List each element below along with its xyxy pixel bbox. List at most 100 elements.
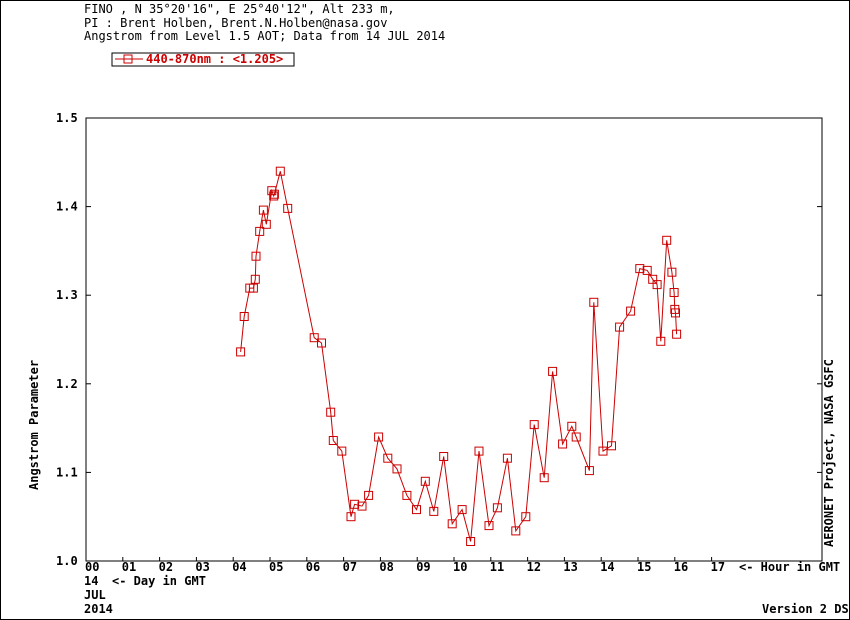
x-tick-label: 00 bbox=[85, 560, 99, 574]
data-point bbox=[615, 322, 625, 332]
y-axis-label: Angstrom Parameter bbox=[27, 360, 41, 490]
credit-label: AERONET Project, NASA GSFC bbox=[822, 359, 836, 547]
data-point bbox=[261, 219, 271, 229]
data-point bbox=[250, 274, 260, 284]
y-tick-label: 1.4 bbox=[56, 200, 78, 214]
data-point bbox=[364, 490, 374, 500]
data-point bbox=[626, 306, 636, 316]
x-tick-label: 11 bbox=[490, 560, 504, 574]
data-point bbox=[466, 537, 476, 546]
data-point bbox=[667, 267, 677, 277]
data-point bbox=[571, 432, 581, 442]
data-point bbox=[269, 191, 279, 201]
x-tick-label: 06 bbox=[306, 560, 320, 574]
data-point bbox=[502, 453, 512, 463]
y-tick-label: 1.2 bbox=[56, 377, 78, 391]
data-point bbox=[567, 421, 577, 431]
data-point bbox=[672, 329, 682, 339]
data-point bbox=[662, 235, 672, 245]
data-point bbox=[255, 226, 265, 236]
data-point bbox=[429, 506, 439, 516]
x-tick-label: 12 bbox=[527, 560, 541, 574]
x-tick-label: 08 bbox=[379, 560, 393, 574]
series-440-870nm bbox=[236, 166, 682, 546]
data-point bbox=[598, 446, 608, 456]
data-point bbox=[447, 519, 457, 529]
data-point bbox=[412, 505, 421, 515]
data-point bbox=[652, 280, 662, 290]
data-point bbox=[392, 464, 402, 474]
data-point bbox=[635, 264, 645, 274]
data-point bbox=[357, 501, 367, 511]
data-point bbox=[474, 446, 484, 456]
y-tick-label: 1.1 bbox=[56, 465, 78, 479]
data-point bbox=[346, 512, 356, 522]
data-point bbox=[669, 288, 679, 297]
legend-marker bbox=[123, 54, 133, 64]
data-point bbox=[258, 205, 268, 215]
x-tick-label: 15 bbox=[637, 560, 651, 574]
x-tick-label: 17 bbox=[711, 560, 725, 574]
data-point bbox=[326, 407, 336, 417]
data-point bbox=[589, 297, 599, 307]
data-point bbox=[236, 347, 246, 357]
data-point bbox=[383, 453, 393, 463]
x-tick-label: 07 bbox=[343, 560, 357, 574]
data-point bbox=[457, 505, 467, 515]
data-source-line: Angstrom from Level 1.5 AOT; Data from 1… bbox=[84, 29, 445, 43]
data-point bbox=[374, 432, 384, 442]
plot-area bbox=[85, 117, 823, 562]
x-tick-label: 03 bbox=[195, 560, 209, 574]
data-point bbox=[521, 512, 531, 522]
data-point bbox=[584, 466, 594, 476]
data-point bbox=[283, 203, 293, 213]
x-tick-label: 16 bbox=[674, 560, 688, 574]
data-point bbox=[309, 333, 319, 343]
series-line bbox=[240, 171, 678, 542]
legend-box bbox=[111, 52, 295, 67]
legend: 440-870nm : <1.205> bbox=[111, 52, 295, 67]
data-point bbox=[269, 189, 279, 199]
data-point bbox=[350, 499, 360, 509]
x-tick-label: 05 bbox=[269, 560, 283, 574]
data-point bbox=[420, 476, 430, 486]
x-tick-label: 14 bbox=[600, 560, 614, 574]
data-point bbox=[642, 265, 652, 275]
station-title: FINO , N 35°20'16", E 25°40'12", Alt 233… bbox=[84, 2, 395, 16]
x-tick-label: 02 bbox=[159, 560, 173, 574]
x-tick-label: 10 bbox=[453, 560, 467, 574]
data-point bbox=[548, 366, 558, 376]
x-tick-label: 13 bbox=[563, 560, 577, 574]
data-point bbox=[275, 166, 285, 176]
data-point bbox=[529, 420, 539, 430]
data-point bbox=[607, 441, 616, 451]
data-point bbox=[402, 490, 412, 500]
data-point bbox=[439, 452, 449, 461]
data-point bbox=[317, 338, 326, 348]
y-axis: 1.0 1.1 1.2 1.3 1.4 1.5 bbox=[56, 111, 822, 568]
data-point bbox=[251, 251, 261, 261]
data-point bbox=[656, 336, 666, 346]
y-tick-label: 1.3 bbox=[56, 288, 78, 302]
legend-label: 440-870nm : <1.205> bbox=[146, 52, 283, 66]
month-label: JUL bbox=[84, 588, 106, 602]
data-point bbox=[328, 436, 338, 445]
x-axis: 00 01 02 03 04 05 06 07 08 09 10 11 12 13 14 15 16 17 bbox=[85, 557, 725, 574]
data-point bbox=[337, 446, 347, 456]
data-point bbox=[239, 312, 249, 321]
data-point bbox=[248, 283, 258, 293]
x-tick-label: 01 bbox=[122, 560, 136, 574]
x-tick-label: 09 bbox=[416, 560, 430, 574]
data-point bbox=[671, 308, 680, 318]
hour-note: <- Hour in GMT bbox=[739, 560, 840, 574]
day-label: 14 bbox=[84, 574, 98, 588]
version-label: Version 2 DS bbox=[762, 602, 849, 616]
pi-line: PI : Brent Holben, Brent.N.Holben@nasa.g… bbox=[84, 16, 387, 30]
x-tick-label: 04 bbox=[232, 560, 246, 574]
data-point bbox=[558, 439, 568, 449]
data-point bbox=[539, 473, 549, 483]
y-tick-label: 1.5 bbox=[56, 111, 78, 125]
day-note: <- Day in GMT bbox=[112, 574, 206, 588]
data-point bbox=[484, 521, 494, 531]
